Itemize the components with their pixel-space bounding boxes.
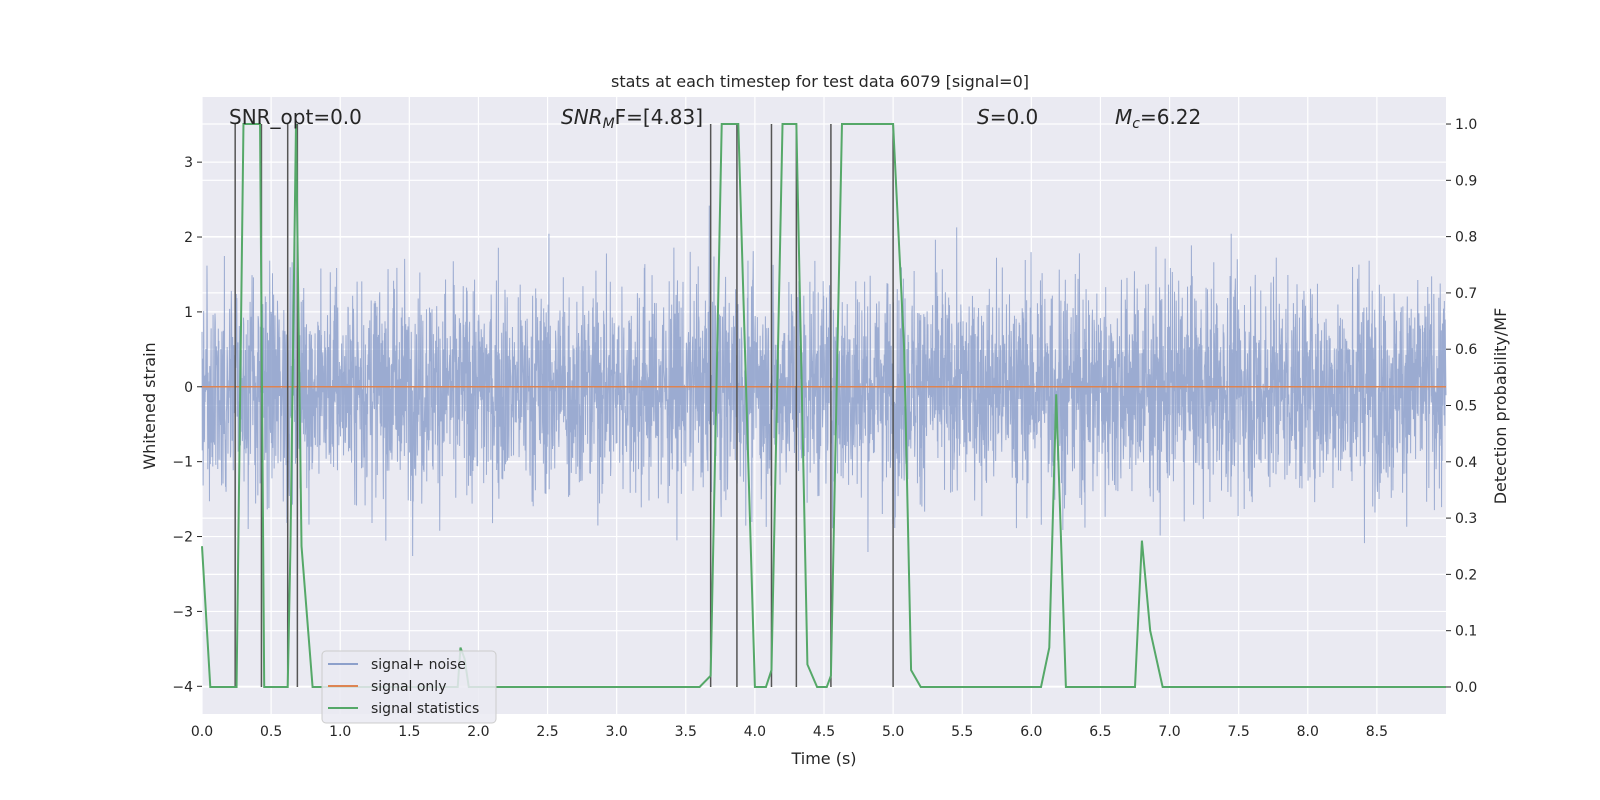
y-left-tick-label: 1 [184, 305, 193, 321]
x-tick-label: 6.5 [1089, 724, 1111, 740]
annotation-snr-mf-suffix: F=[4.83] [615, 105, 703, 129]
y-right-tick-label: 0.0 [1455, 680, 1477, 696]
signal-statistics-line [201, 123, 1446, 688]
y-left-tick-label: −1 [172, 455, 193, 471]
y-right-axis-label: Detection probability/MF [1491, 308, 1510, 505]
legend-label-signal-statistics: signal statistics [371, 701, 479, 717]
y-right-tick-label: 0.3 [1455, 511, 1477, 527]
legend-label-signal-noise: signal+ noise [371, 657, 466, 673]
y-left-tick-label: 3 [184, 155, 193, 171]
y-left-tick-label: −3 [172, 604, 193, 620]
x-tick-label: 5.5 [951, 724, 973, 740]
y-left-axis-label: Whitened strain [140, 342, 159, 469]
signal-noise-line [201, 205, 1447, 556]
series-signal-statistics [201, 123, 1446, 688]
annotation-s-prefix: S [977, 105, 990, 129]
x-axis-ticks: 0.0 0.5 1.0 1.5 2.0 2.5 3.0 3.5 4.0 4.5 5.0 5.5 6.0 6… [191, 724, 1388, 740]
y-left-axis-ticks: 3 2 1 0 −1 −2 −3 −4 [172, 155, 202, 695]
y-right-tick-label: 0.1 [1455, 624, 1477, 640]
chart-title: stats at each timestep for test data 607… [611, 72, 1029, 91]
y-left-tick-label: −4 [172, 679, 193, 695]
annotations: SNR_opt=0.0 SNRMF=[4.83] S=0.0 Mc=6.22 [229, 105, 1201, 132]
x-tick-label: 8.5 [1366, 724, 1388, 740]
annotation-s: S=0.0 [977, 105, 1038, 129]
annotation-snr-mf-sub: M [603, 116, 615, 132]
series-signal-noise [201, 205, 1447, 556]
annotation-mc-suffix: =6.22 [1140, 105, 1201, 129]
x-tick-label: 5.0 [882, 724, 904, 740]
x-tick-label: 7.5 [1228, 724, 1250, 740]
x-tick-label: 1.0 [329, 724, 351, 740]
annotation-snr-mf-prefix: SNR [561, 105, 603, 129]
x-tick-label: 6.0 [1020, 724, 1042, 740]
x-tick-label: 3.5 [675, 724, 697, 740]
x-tick-label: 1.5 [398, 724, 420, 740]
x-axis-label: Time (s) [790, 749, 856, 768]
y-right-tick-label: 0.2 [1455, 567, 1477, 583]
x-tick-label: 4.5 [813, 724, 835, 740]
legend-box [321, 650, 497, 724]
annotation-s-suffix: =0.0 [990, 105, 1039, 129]
x-tick-label: 0.5 [260, 724, 282, 740]
x-tick-label: 8.0 [1297, 724, 1319, 740]
y-left-tick-label: −2 [172, 530, 193, 546]
y-right-axis-ticks: 0.0 0.1 0.2 0.3 0.4 0.5 0.6 0.7 0.8 0.9 1.0 [1446, 117, 1477, 696]
x-tick-label: 2.0 [467, 724, 489, 740]
y-right-tick-label: 0.9 [1455, 173, 1477, 189]
vertical-markers [234, 124, 894, 687]
annotation-mc-sub: c [1132, 116, 1140, 132]
annotation-mc-prefix: M [1115, 105, 1132, 129]
y-right-tick-label: 1.0 [1455, 117, 1477, 133]
y-left-tick-label: 0 [184, 380, 193, 396]
annotation-snr-mf: SNRMF=[4.83] [561, 105, 703, 132]
x-tick-label: 3.0 [606, 724, 628, 740]
y-right-tick-label: 0.8 [1455, 230, 1477, 246]
x-tick-label: 2.5 [536, 724, 558, 740]
y-right-tick-label: 0.4 [1455, 455, 1477, 471]
y-right-tick-label: 0.6 [1455, 342, 1477, 358]
x-tick-label: 0.0 [191, 724, 213, 740]
legend: signal+ noise signal only signal statist… [321, 650, 497, 724]
y-right-tick-label: 0.5 [1455, 399, 1477, 415]
y-left-tick-label: 2 [184, 230, 193, 246]
legend-label-signal-only: signal only [371, 679, 446, 695]
x-tick-label: 4.0 [744, 724, 766, 740]
y-right-tick-label: 0.7 [1455, 286, 1477, 302]
annotation-mc: Mc=6.22 [1115, 105, 1201, 132]
annotation-snr-opt: SNR_opt=0.0 [229, 105, 362, 129]
x-tick-label: 7.0 [1158, 724, 1180, 740]
